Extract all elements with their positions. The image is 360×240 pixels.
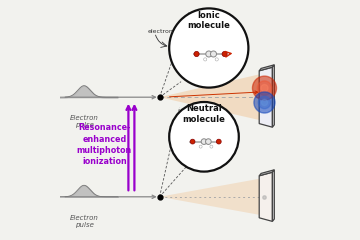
Text: Neutral
molecule: Neutral molecule xyxy=(183,104,225,124)
Circle shape xyxy=(216,139,221,144)
Circle shape xyxy=(257,81,272,95)
Circle shape xyxy=(206,139,211,144)
Circle shape xyxy=(261,84,268,92)
Circle shape xyxy=(201,139,207,144)
Polygon shape xyxy=(159,74,259,120)
Text: Ionic
molecule: Ionic molecule xyxy=(187,11,230,30)
Circle shape xyxy=(211,51,216,57)
Circle shape xyxy=(261,99,267,106)
Circle shape xyxy=(169,102,239,172)
Circle shape xyxy=(204,58,207,61)
Text: electron: electron xyxy=(148,29,174,34)
Circle shape xyxy=(252,76,276,100)
Circle shape xyxy=(222,51,227,57)
Circle shape xyxy=(169,8,248,88)
Polygon shape xyxy=(259,65,274,71)
Text: Resonance-
enhanced
multiphoton
ionization: Resonance- enhanced multiphoton ionizati… xyxy=(77,123,132,166)
Circle shape xyxy=(215,58,218,61)
Circle shape xyxy=(210,145,213,148)
Circle shape xyxy=(206,51,212,57)
Polygon shape xyxy=(273,170,274,221)
Polygon shape xyxy=(273,65,274,127)
Circle shape xyxy=(199,145,202,148)
Circle shape xyxy=(258,96,271,109)
Polygon shape xyxy=(259,170,274,176)
Text: Electron
pulse: Electron pulse xyxy=(69,215,98,228)
Text: Electron
pulse: Electron pulse xyxy=(69,115,98,128)
Polygon shape xyxy=(159,179,259,215)
Circle shape xyxy=(254,92,275,113)
Circle shape xyxy=(190,139,195,144)
Circle shape xyxy=(194,51,199,57)
Polygon shape xyxy=(259,172,273,221)
Polygon shape xyxy=(259,67,273,127)
